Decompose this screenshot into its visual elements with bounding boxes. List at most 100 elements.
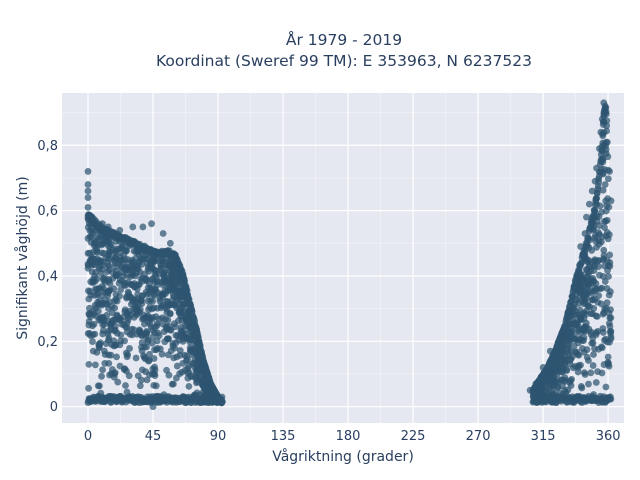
data-point [172,339,180,347]
data-point [104,255,112,263]
data-point [86,329,93,337]
data-point [592,312,600,320]
data-point [596,145,603,152]
data-point [84,194,92,201]
data-point [155,315,163,323]
data-point [558,376,566,384]
data-point [159,230,167,237]
data-point [539,364,547,371]
data-point [185,382,193,390]
data-point [128,271,136,279]
data-point [600,255,608,263]
data-point [578,384,586,392]
data-point [95,235,103,242]
data-point [561,387,569,394]
data-point [581,371,589,378]
data-point [121,256,129,264]
data-point [607,327,615,335]
data-point [94,298,101,306]
data-point [90,292,98,299]
data-point [123,271,131,279]
data-point [106,280,114,287]
data-point [123,367,130,375]
data-point [578,297,586,305]
data-point [595,292,603,299]
data-point [601,262,609,270]
data-point [99,220,106,228]
data-point [587,369,595,377]
data-point [99,330,107,338]
data-point [585,380,592,388]
data-point [601,109,609,116]
data-point [590,212,598,220]
data-point [122,382,129,389]
data-point [603,299,611,307]
data-point [100,315,107,323]
data-point [588,187,596,195]
data-point [591,177,599,185]
data-point [146,350,153,358]
data-point [177,329,185,337]
x-tick-label: 180 [336,429,361,444]
data-point [597,128,605,136]
data-point [604,153,612,161]
x-tick-label: 270 [466,429,491,444]
data-point [607,395,615,403]
data-point [602,304,610,312]
data-point [85,384,92,392]
data-point [105,262,113,270]
data-point [546,347,554,355]
y-tick-label: 0,8 [37,139,58,154]
data-point [130,305,137,313]
data-point [173,362,181,370]
data-point [591,206,599,214]
data-point [85,360,93,368]
data-point [123,265,131,272]
data-point [105,287,113,295]
data-point [605,273,612,280]
data-point [596,285,604,293]
data-point [166,310,174,318]
data-point [158,291,166,298]
data-point [117,262,125,270]
x-tick-label: 135 [271,429,296,444]
data-point [604,175,612,183]
data-point [564,345,572,353]
data-point [107,351,115,359]
data-point [603,138,611,146]
data-point [155,277,162,285]
data-point [141,343,149,351]
data-point [86,249,94,257]
data-point [145,306,152,314]
data-point [108,303,116,310]
data-point [161,269,169,276]
data-point [581,230,589,237]
data-point [134,290,142,298]
data-point [175,317,182,325]
data-point [598,238,605,246]
data-point [148,339,156,347]
data-point [176,347,184,354]
data-point [105,239,113,246]
data-point [94,382,102,390]
data-point [575,362,583,369]
data-point [122,323,129,331]
data-point [603,122,611,130]
data-point [143,277,150,285]
data-point [153,322,161,330]
tick-layer: 0 45 90 135 180 225 270 315 360 0 0,2 0,4 0,6 0,8 [37,139,620,444]
data-point [116,226,124,234]
data-point [550,373,558,381]
data-point [149,403,157,411]
data-point [600,246,608,254]
x-axis-title: Vågriktning (grader) [272,448,414,465]
data-point [553,367,560,375]
data-point [606,251,614,259]
data-point [143,376,151,384]
data-point [182,313,190,321]
data-point [558,354,566,362]
data-point [601,181,609,188]
data-point [593,329,600,336]
data-point [546,383,554,391]
data-point [588,289,596,297]
